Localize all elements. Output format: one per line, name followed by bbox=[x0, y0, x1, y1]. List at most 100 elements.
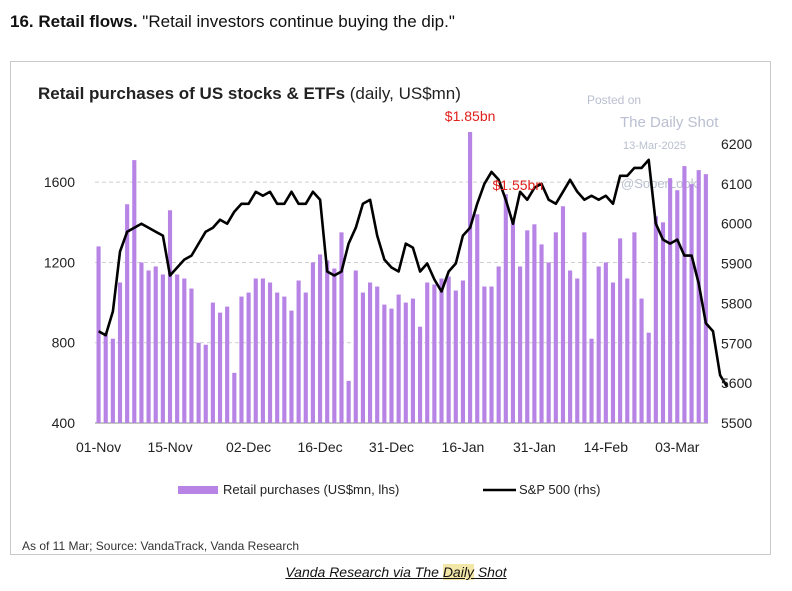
bar bbox=[589, 338, 594, 423]
x-axis-tick-label: 03-Mar bbox=[655, 439, 700, 455]
bar bbox=[225, 306, 230, 423]
bar bbox=[117, 282, 123, 423]
bar bbox=[596, 266, 601, 423]
watermark-posted: Posted on bbox=[587, 93, 641, 107]
bar bbox=[625, 278, 630, 423]
bar bbox=[375, 286, 380, 423]
bar bbox=[139, 262, 144, 423]
chart-title: Retail purchases of US stocks & ETFs (da… bbox=[38, 84, 461, 103]
bar-series bbox=[96, 132, 708, 423]
bar bbox=[110, 338, 115, 423]
bar bbox=[668, 178, 673, 423]
caption[interactable]: Vanda Research via The Daily Shot bbox=[0, 564, 792, 580]
legend: Retail purchases (US$mn, lhs) S&P 500 (r… bbox=[178, 482, 600, 497]
bar bbox=[367, 282, 373, 423]
right-axis-tick-label: 6200 bbox=[721, 136, 752, 152]
left-axis-tick-label: 1200 bbox=[44, 254, 75, 270]
bar bbox=[532, 224, 537, 423]
bar bbox=[639, 298, 644, 423]
right-axis-tick-label: 6100 bbox=[721, 176, 752, 192]
legend-line-label: S&P 500 (rhs) bbox=[519, 482, 600, 497]
line-series bbox=[97, 158, 729, 388]
bar bbox=[317, 254, 323, 423]
bar bbox=[425, 282, 430, 423]
page-heading: 16. Retail flows. "Retail investors cont… bbox=[10, 12, 455, 32]
bar bbox=[696, 170, 701, 423]
x-axis-labels: 01-Nov 15-Nov 02-Dec 16-Dec 31-Dec 16-Jan 31-J… bbox=[76, 439, 700, 455]
bar bbox=[575, 278, 580, 423]
bar bbox=[346, 380, 351, 423]
bar bbox=[610, 282, 616, 423]
right-axis-tick-label: 6000 bbox=[721, 216, 752, 232]
bar bbox=[468, 132, 473, 423]
bar bbox=[339, 232, 344, 423]
caption-prefix[interactable]: Vanda Research via The bbox=[285, 564, 443, 580]
bar bbox=[153, 266, 158, 423]
bar bbox=[275, 292, 280, 423]
bar bbox=[439, 278, 444, 423]
left-axis-tick-label: 1600 bbox=[44, 174, 75, 190]
bar bbox=[96, 246, 101, 423]
bar-annotation: $1.85bn bbox=[445, 108, 496, 124]
bar bbox=[310, 262, 315, 423]
right-axis-tick-label: 5700 bbox=[721, 335, 752, 351]
bar bbox=[389, 308, 394, 423]
bar bbox=[403, 302, 408, 423]
bar bbox=[689, 184, 694, 423]
bar bbox=[325, 260, 330, 423]
bar bbox=[289, 310, 294, 423]
bar bbox=[675, 190, 680, 423]
bar bbox=[146, 270, 151, 423]
bar bbox=[646, 332, 651, 423]
bar bbox=[446, 276, 451, 423]
bar bbox=[503, 194, 508, 423]
caption-highlight[interactable]: Daily bbox=[442, 564, 474, 580]
chart-source: As of 11 Mar; Source: VandaTrack, Vanda … bbox=[22, 539, 299, 553]
retail-flows-chart: Retail purchases of US stocks & ETFs (da… bbox=[22, 84, 752, 553]
bar bbox=[546, 262, 551, 423]
grid-lines bbox=[95, 181, 708, 424]
x-axis-tick-label: 16-Dec bbox=[297, 439, 342, 455]
bar bbox=[410, 298, 416, 423]
bar bbox=[653, 216, 658, 423]
right-axis-tick-label: 5900 bbox=[721, 256, 752, 272]
bar bbox=[210, 302, 215, 423]
chart-title-suffix: (daily, US$mn) bbox=[345, 84, 461, 103]
heading-title: Retail flows. bbox=[38, 12, 138, 31]
bar bbox=[603, 262, 608, 423]
bar bbox=[196, 342, 201, 423]
bar bbox=[453, 290, 458, 423]
bar bbox=[103, 332, 108, 423]
bar-annotations: $1.85bn $1.55bn bbox=[445, 108, 543, 193]
left-axis-tick-label: 800 bbox=[52, 335, 76, 351]
bar bbox=[582, 232, 587, 423]
bar bbox=[660, 222, 666, 423]
bar bbox=[553, 232, 558, 423]
watermark-handle: @SoberLook bbox=[621, 176, 698, 191]
legend-bar-label: Retail purchases (US$mn, lhs) bbox=[223, 482, 399, 497]
bar bbox=[332, 268, 337, 423]
chart-frame: Retail purchases of US stocks & ETFs (da… bbox=[10, 61, 771, 555]
bar bbox=[232, 372, 237, 423]
right-axis-tick-label: 5500 bbox=[721, 415, 752, 431]
bar bbox=[560, 206, 566, 423]
bar bbox=[246, 292, 251, 423]
caption-suffix[interactable]: Shot bbox=[473, 564, 507, 580]
x-axis-tick-label: 01-Nov bbox=[76, 439, 121, 455]
bar bbox=[539, 244, 544, 423]
bar bbox=[239, 296, 244, 423]
x-axis-tick-label: 31-Jan bbox=[513, 439, 556, 455]
x-axis-tick-label: 16-Jan bbox=[442, 439, 485, 455]
bar bbox=[568, 270, 573, 423]
chart-title-main: Retail purchases of US stocks & ETFs bbox=[38, 84, 345, 103]
right-axis-tick-label: 5800 bbox=[721, 295, 752, 311]
bar bbox=[525, 230, 530, 423]
bar bbox=[510, 218, 516, 423]
watermark-date: 13-Mar-2025 bbox=[623, 140, 686, 152]
bar bbox=[203, 344, 208, 423]
bar bbox=[217, 312, 223, 423]
bar bbox=[175, 274, 180, 423]
bar bbox=[267, 282, 273, 423]
bar bbox=[682, 166, 687, 423]
left-axis-tick-label: 400 bbox=[52, 415, 76, 431]
